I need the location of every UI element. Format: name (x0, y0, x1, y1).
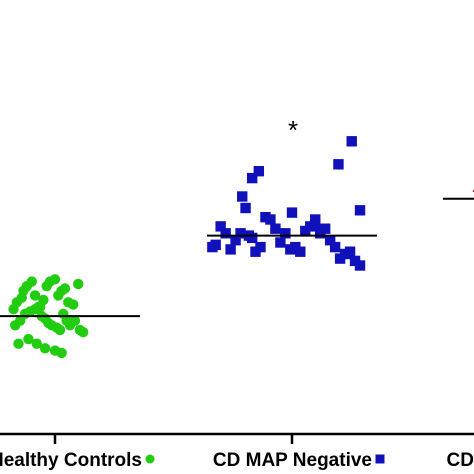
data-points (8, 136, 474, 359)
data-point (56, 347, 67, 359)
data-point (346, 136, 357, 147)
data-point (13, 338, 24, 349)
median-lines (0, 197, 474, 318)
data-point (265, 214, 276, 225)
data-point (59, 283, 71, 294)
category-label: CD (447, 450, 474, 471)
data-point (240, 202, 251, 214)
legend-marker (375, 454, 385, 464)
x-axis-ticks (53, 434, 294, 444)
data-point (324, 235, 336, 246)
data-point (225, 244, 236, 255)
data-point (235, 228, 246, 239)
data-point (354, 205, 366, 216)
category-label: CD MAP Negative (213, 450, 372, 471)
data-point (69, 315, 81, 326)
legend-marker (145, 454, 155, 464)
significance-annotation: * (288, 115, 298, 145)
data-point (344, 246, 356, 257)
data-point (237, 191, 248, 202)
data-point (220, 228, 231, 239)
data-point (286, 207, 298, 218)
data-point (230, 235, 241, 246)
data-point (280, 228, 291, 239)
data-point (246, 232, 258, 244)
data-point (33, 301, 44, 313)
data-point (26, 276, 37, 287)
data-point (319, 223, 331, 234)
data-point (310, 218, 321, 230)
data-point (29, 290, 41, 301)
data-point (255, 241, 266, 253)
data-point (275, 237, 286, 248)
data-point (78, 327, 89, 338)
data-point (333, 159, 344, 170)
data-point (49, 274, 61, 285)
data-point (270, 223, 281, 234)
category-labels: Healthy Controls CD MAP Negative CD (0, 450, 474, 471)
data-point (295, 246, 306, 257)
data-point (73, 278, 84, 290)
data-point (354, 260, 366, 271)
data-point (31, 338, 42, 349)
data-point (253, 166, 265, 177)
data-point (329, 241, 341, 253)
data-point (210, 239, 221, 250)
data-point (39, 343, 51, 354)
category-label: Healthy Controls (0, 450, 142, 471)
data-point (246, 172, 258, 184)
data-point (215, 221, 226, 232)
data-point (54, 324, 66, 336)
data-point (68, 299, 79, 310)
data-point (23, 333, 34, 345)
